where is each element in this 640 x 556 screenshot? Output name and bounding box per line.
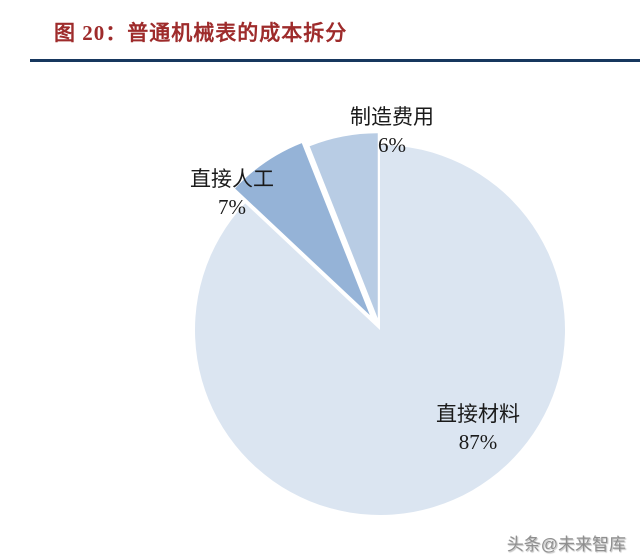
- pie-label-value: 6%: [378, 132, 406, 157]
- pie-label-value: 87%: [458, 429, 498, 454]
- pie-slice-1: [235, 143, 370, 316]
- pie-label-value: 7%: [218, 194, 246, 219]
- pie-label-name: 直接材料: [436, 402, 520, 426]
- pie-label-name: 直接人工: [190, 167, 274, 191]
- title-divider: [30, 59, 640, 62]
- pie-label-manufacturing-cost: 制造费用 6%: [312, 104, 472, 159]
- pie-label-name: 制造费用: [350, 105, 434, 129]
- pie-chart: [195, 133, 566, 515]
- pie-slice-2: [309, 133, 378, 319]
- watermark: 头条@未来智库: [506, 535, 626, 554]
- figure-title: 图 20：普通机械表的成本拆分: [54, 21, 348, 45]
- pie-label-direct-labor: 直接人工 7%: [152, 166, 312, 221]
- pie-slice-0: [195, 145, 566, 515]
- pie-label-direct-materials: 直接材料 87%: [398, 401, 558, 456]
